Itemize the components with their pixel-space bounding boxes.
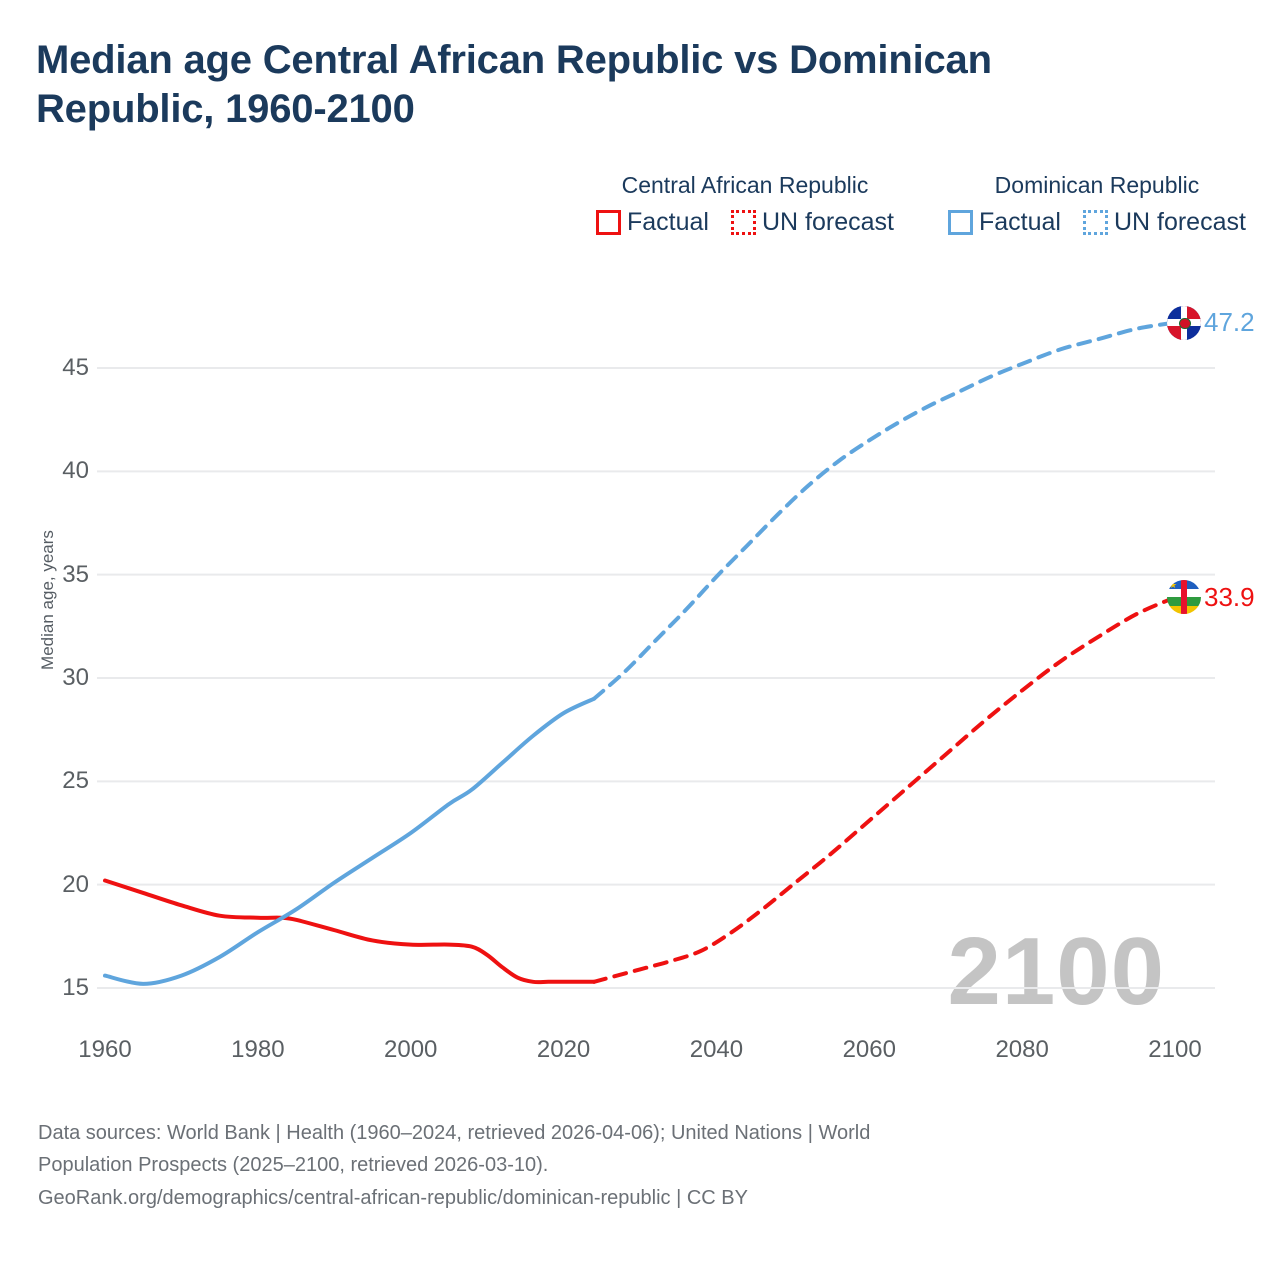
legend-swatch-solid-icon — [947, 210, 973, 235]
y-tick-label: 20 — [62, 870, 89, 898]
x-tick-label: 2060 — [842, 1036, 896, 1063]
series-line-factual — [103, 878, 597, 985]
x-tick-label: 2020 — [536, 1036, 591, 1063]
legend-item-label: UN forecast — [1113, 208, 1246, 236]
end-value: 47.2 — [1204, 307, 1255, 338]
series-line-factual — [103, 696, 597, 986]
y-tick-label: 30 — [62, 664, 89, 691]
legend-swatch-dotted-icon — [1082, 210, 1108, 235]
y-tick-label: 15 — [62, 974, 89, 1001]
legend-item-car-factual[interactable]: Factual — [596, 208, 709, 237]
footer-line-3[interactable]: GeoRank.org/demographics/central-african… — [38, 1186, 748, 1209]
y-tick-label: 25 — [62, 767, 89, 795]
legend-group-title: Dominican Republic — [994, 172, 1200, 198]
x-tick-label: 1960 — [78, 1036, 132, 1063]
end-label-dominican-republic: 47.2 — [1167, 305, 1255, 340]
y-tick-label: 40 — [62, 457, 89, 485]
y-tick-label: 45 — [62, 354, 89, 381]
x-tick-label: 2040 — [689, 1036, 744, 1063]
chart-legend: Central African Republic Factual UN fore… — [596, 172, 1246, 237]
legend-group-title: Central African Republic — [621, 172, 869, 198]
dominican-republic-flag-icon — [1167, 305, 1201, 340]
legend-item-label: Factual — [978, 208, 1061, 236]
series-line-forecast — [592, 320, 1177, 701]
x-tick-label: 2080 — [995, 1036, 1049, 1063]
end-value: 33.9 — [1204, 581, 1255, 612]
x-tick-label: 2100 — [1148, 1036, 1202, 1063]
legend-item-do-forecast[interactable]: UN forecast — [1082, 208, 1246, 237]
legend-swatch-solid-icon — [596, 210, 621, 235]
y-tick-label: 35 — [62, 560, 89, 588]
legend-group-dominican-republic: Dominican Republic Factual UN forecast — [947, 172, 1246, 237]
x-tick-label: 2000 — [384, 1036, 438, 1063]
x-tick-label: 1980 — [231, 1036, 285, 1063]
footer-line-1: Data sources: World Bank | Health (1960–… — [38, 1122, 871, 1144]
legend-group-central-african-republic: Central African Republic Factual UN fore… — [596, 172, 894, 237]
footer-line-2: Population Prospects (2025–2100, retriev… — [38, 1154, 549, 1177]
legend-item-label: UN forecast — [761, 208, 894, 236]
legend-item-label: Factual — [627, 208, 709, 236]
legend-swatch-dotted-icon — [730, 210, 756, 235]
page-title: Median age Central African Republic vs D… — [36, 38, 992, 131]
central-african-republic-flag-icon: ★ — [1167, 580, 1201, 615]
legend-item-do-factual[interactable]: Factual — [947, 208, 1061, 237]
end-label-central-african-republic: ★ 33.9 — [1167, 580, 1255, 615]
year-watermark: 2100 — [947, 918, 1165, 1025]
legend-item-car-forecast[interactable]: UN forecast — [730, 208, 894, 237]
footer-sources: Data sources: World Bank | Health (1960–… — [38, 1118, 1198, 1213]
